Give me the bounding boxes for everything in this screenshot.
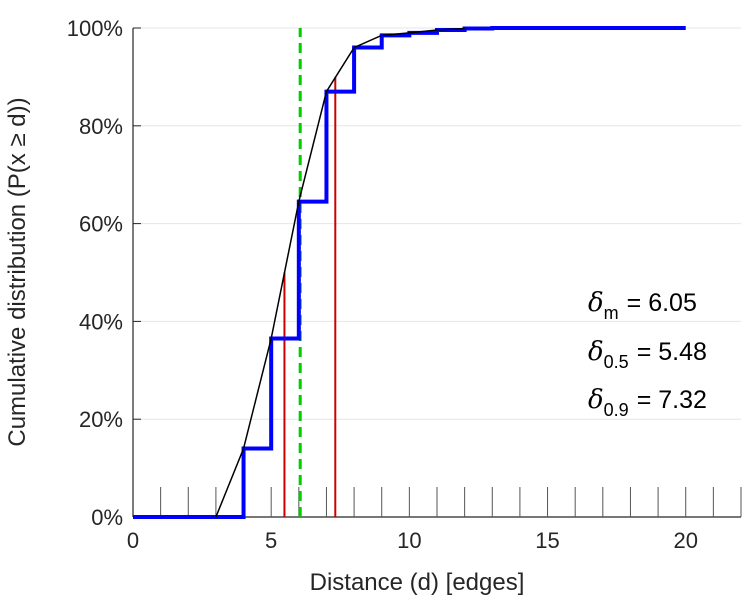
x-tick-label: 10 bbox=[397, 528, 421, 553]
x-axis-title: Distance (d) [edges] bbox=[310, 569, 525, 596]
fit-cdf-series bbox=[215, 27, 465, 518]
x-tick-label: 0 bbox=[127, 528, 139, 553]
y-tick-label: 0% bbox=[91, 505, 123, 530]
grid-lines bbox=[133, 27, 741, 518]
y-tick-label: 100% bbox=[67, 16, 123, 41]
step-cdf-series bbox=[133, 26, 686, 519]
y-tick-label: 60% bbox=[79, 212, 123, 237]
annotation-delta-09: δ0.9 = 7.32 bbox=[588, 385, 707, 420]
tick-labels: 0 5 10 15 20 0% 20% 40% 60% 80% 100% bbox=[67, 16, 698, 553]
annotation-delta-m: δm = 6.05 bbox=[588, 288, 697, 323]
annotation-delta-05: δ0.5 = 5.48 bbox=[588, 337, 707, 372]
x-tick-label: 5 bbox=[265, 528, 277, 553]
x-tick-label: 15 bbox=[535, 528, 559, 553]
y-axis-title: Cumulative distribution (P(x ≥ d)) bbox=[4, 97, 31, 446]
y-tick-label: 40% bbox=[79, 309, 123, 334]
y-tick-label: 80% bbox=[79, 114, 123, 139]
annotations: δm = 6.05 δ0.5 = 5.48 δ0.9 = 7.32 bbox=[588, 288, 707, 420]
series-lines bbox=[133, 26, 686, 519]
x-tick-label: 20 bbox=[673, 528, 697, 553]
axes bbox=[132, 27, 742, 518]
y-tick-label: 20% bbox=[79, 407, 123, 432]
